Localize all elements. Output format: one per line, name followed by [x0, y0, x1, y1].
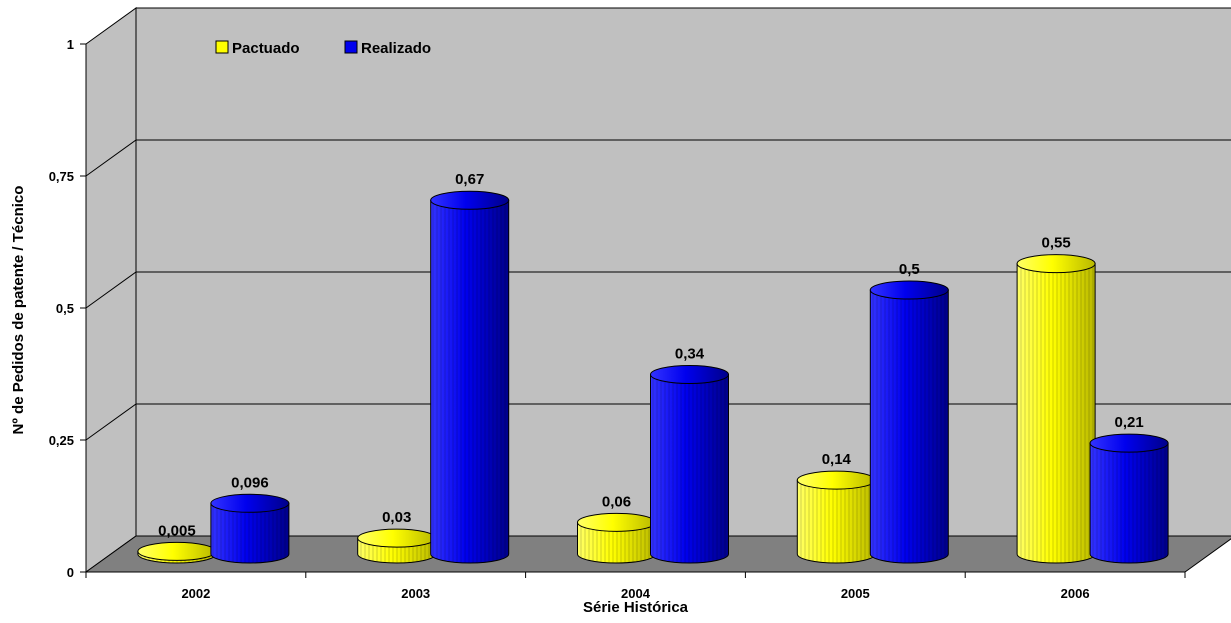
bar-pactuado-2005 [796, 470, 876, 564]
bar-top [1016, 254, 1096, 274]
bar-realizado-2003 [430, 190, 510, 564]
bar-texture [577, 522, 656, 563]
x-tick-label: 2002 [181, 586, 210, 601]
bar-top [869, 280, 949, 300]
legend-label: Pactuado [232, 40, 300, 57]
bar-top [137, 541, 217, 561]
bar-realizado-2004 [650, 364, 729, 564]
plot-area: 0 0,25 0,5 0,75 1 2002 2003 2004 2005 2006 Série H… [10, 7, 1231, 616]
x-tick-label: 2003 [401, 586, 430, 601]
bar-pactuado-2002 [137, 541, 217, 564]
bar-realizado-2006 [1089, 433, 1169, 564]
data-label: 0,005 [158, 522, 196, 539]
y-tick-label: 0,5 [56, 301, 74, 316]
y-axis-title: Nº de Pedidos de patente / Técnico [10, 186, 27, 435]
bar-pactuado-2003 [357, 528, 437, 564]
bar-top [357, 528, 437, 548]
x-tick-label: 2004 [621, 586, 651, 601]
bar-texture [870, 290, 949, 563]
bar-texture [430, 200, 509, 564]
y-tick-label: 1 [67, 37, 74, 52]
y-tick-label: 0,25 [49, 433, 74, 448]
bar-realizado-2005 [869, 280, 949, 564]
bar-texture [650, 374, 729, 563]
legend-swatch [344, 40, 358, 54]
legend-label: Realizado [361, 40, 431, 57]
bar-top [210, 493, 290, 513]
data-label: 0,06 [602, 493, 631, 510]
x-tick-label: 2005 [841, 586, 870, 601]
x-tick-label: 2006 [1061, 586, 1090, 601]
y-tick-label: 0,75 [49, 169, 74, 184]
gridline [85, 139, 1231, 177]
data-label: 0,096 [231, 474, 269, 491]
bar-realizado-2002 [210, 493, 290, 564]
bar-texture [797, 480, 876, 563]
data-label: 0,5 [899, 261, 920, 278]
bar-texture [210, 503, 289, 563]
bar-top [650, 364, 729, 384]
bar-pactuado-2006 [1016, 254, 1096, 564]
bar-top [430, 190, 510, 210]
bar-top [796, 470, 876, 490]
bar-pactuado-2004 [577, 512, 656, 564]
y-tick-label: 0 [67, 565, 74, 580]
gridline [85, 403, 1231, 441]
x-axis-title: Série Histórica [583, 599, 689, 616]
data-label: 0,03 [382, 509, 411, 526]
data-label: 0,34 [675, 345, 705, 362]
data-label: 0,21 [1114, 414, 1143, 431]
legend-swatch [215, 40, 229, 54]
bar-top [577, 512, 656, 532]
data-label: 0,14 [822, 451, 852, 468]
bar-texture [1017, 263, 1096, 563]
data-label: 0,55 [1041, 235, 1070, 252]
bar-texture [1090, 443, 1169, 563]
data-label: 0,67 [455, 171, 484, 188]
gridline [85, 271, 1231, 309]
bar-top [1089, 433, 1169, 453]
